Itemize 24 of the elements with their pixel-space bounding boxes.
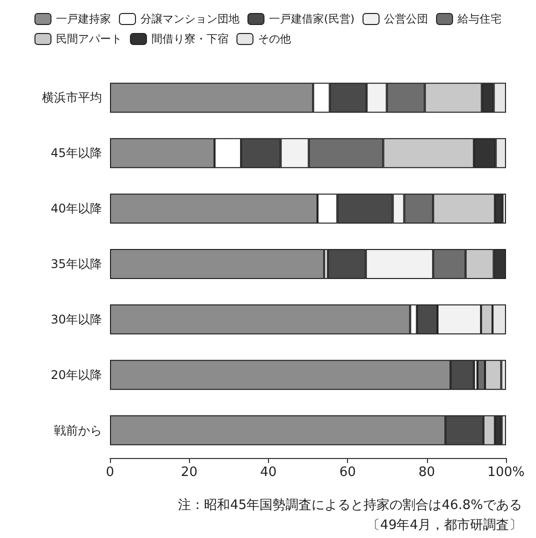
x-tick-label: 40 [260, 465, 277, 480]
y-tick-label: 30年以降 [50, 312, 102, 326]
y-tick-label: 40年以降 [50, 202, 102, 216]
y-tick-label: 45年以降 [50, 146, 102, 160]
x-tick-label: 0 [106, 465, 114, 480]
y-tick-label: 35年以降 [50, 257, 102, 271]
legend-label: 一戸建借家(民営) [268, 12, 355, 26]
x-tick-label: 100% [487, 465, 525, 480]
legend-label: 給与住宅 [456, 12, 502, 26]
x-tick-label: 60 [339, 465, 356, 480]
legend-label: 公営公団 [384, 12, 428, 26]
x-tick-label: 20 [180, 465, 198, 480]
legend-label: 分譲マンション団地 [140, 12, 240, 26]
legend-label: 民間アパート [56, 32, 122, 46]
legend-label: 間借り寮・下宿 [151, 32, 228, 46]
text: 注：昭和45年国勢調査によると持家の割合は46.8%である [178, 497, 522, 513]
legend-label: 一戸建持家 [56, 12, 111, 26]
bar [110, 249, 324, 279]
legend-label: その他 [258, 32, 291, 46]
y-tick-label: 戦前から [54, 423, 102, 438]
x-tick-label: 80 [418, 465, 436, 480]
text: 〔49年4月，都市研調査〕 [367, 518, 522, 533]
y-tick-label: 横浜市平均 [42, 90, 102, 105]
y-tick-label: 20年以降 [50, 368, 102, 382]
